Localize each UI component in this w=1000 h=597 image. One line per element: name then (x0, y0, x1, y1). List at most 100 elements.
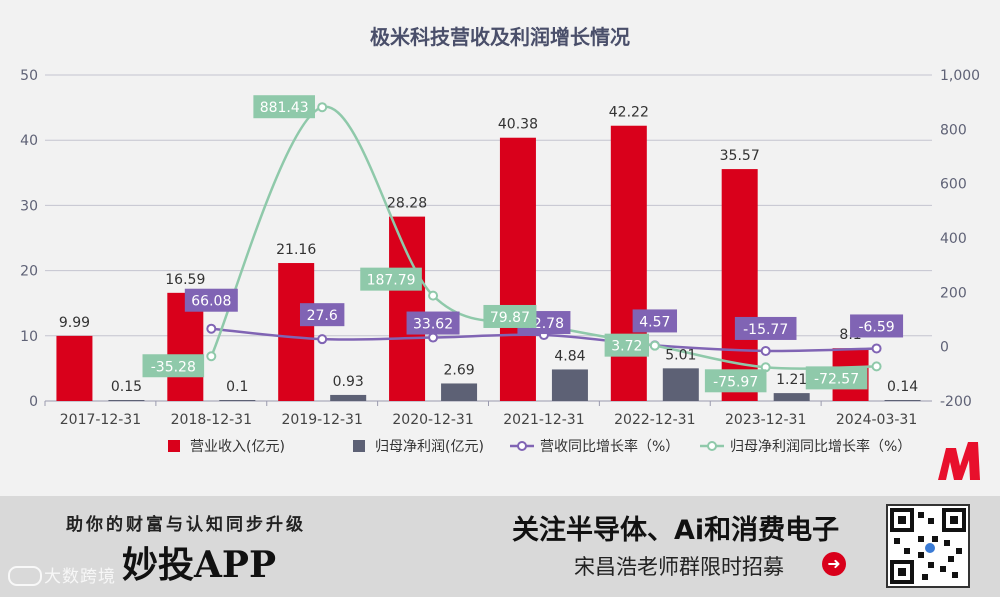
revenue-label: 42.22 (609, 105, 649, 121)
profit-growth-point (317, 102, 328, 113)
profit-label: 2.69 (443, 362, 474, 378)
revenue-label: 35.57 (720, 148, 760, 164)
revenue-growth-label-box (734, 316, 797, 340)
x-tick-label: 2020-12-31 (392, 412, 473, 428)
legend-swatch (168, 440, 180, 452)
revenue-growth-label: 33.62 (413, 317, 453, 333)
x-tick-label: 2017-12-31 (60, 412, 141, 428)
profit-growth-label: 881.43 (260, 100, 309, 116)
profit-bar (330, 394, 367, 401)
profit-bar (884, 400, 921, 401)
profit-bar (108, 400, 145, 401)
revenue-growth-point (871, 343, 882, 354)
revenue-growth-point (317, 334, 328, 345)
y-right-tick-label: -200 (940, 394, 972, 410)
revenue-growth-label-box (299, 303, 345, 327)
revenue-label: 9.99 (59, 315, 90, 331)
profit-bar (441, 383, 478, 401)
revenue-growth-label-box (406, 311, 460, 335)
profit-growth-label: 79.87 (490, 310, 530, 326)
y-left-tick-label: 10 (20, 329, 38, 345)
profit-label: 0.14 (887, 379, 918, 395)
profit-growth-point (206, 351, 217, 362)
arrow-right-icon[interactable]: ➜ (822, 552, 846, 576)
revenue-growth-point (206, 323, 217, 334)
x-tick-label: 2022-12-31 (614, 412, 695, 428)
revenue-growth-label: -15.77 (743, 322, 788, 338)
y-left-tick-label: 50 (20, 68, 38, 84)
profit-growth-label: 187.79 (367, 273, 416, 289)
x-tick-label: 2023-12-31 (725, 412, 806, 428)
revenue-label: 40.38 (498, 117, 538, 133)
profit-growth-label-box (483, 304, 537, 328)
profit-bar (662, 368, 699, 401)
profit-growth-point (428, 290, 439, 301)
y-right-tick-label: 600 (940, 177, 967, 193)
legend-marker (517, 441, 527, 451)
profit-bar (773, 393, 810, 401)
x-tick-label: 2021-12-31 (503, 412, 584, 428)
promo-subline: 宋昌浩老师群限时招募 (574, 555, 784, 579)
data-labels: 9.9916.5921.1628.2840.3842.2235.578.10.1… (59, 95, 918, 395)
revenue-bar (278, 263, 315, 401)
revenue-bar (389, 216, 426, 401)
profit-label: 4.84 (554, 348, 585, 364)
qr-code-icon[interactable] (886, 504, 970, 588)
chart-title: 极米科技营收及利润增长情况 (370, 25, 630, 49)
y-right-tick-label: 400 (940, 231, 967, 247)
profit-label: 0.15 (111, 379, 142, 395)
chart: 极米科技营收及利润增长情况 0 10 20 30 40 50 -200 0 200 400 600 8… (20, 25, 980, 455)
watermark-logo-icon (8, 566, 42, 586)
profit-growth-label-box (253, 95, 315, 119)
profit-growth-label-box (805, 366, 868, 390)
y-right-tick-label: 200 (940, 285, 967, 301)
profit-growth-label-box (142, 354, 205, 378)
revenue-label: 16.59 (165, 272, 205, 288)
legend-swatch (353, 440, 365, 452)
legend-marker (707, 441, 717, 451)
revenue-label: 21.16 (276, 242, 316, 258)
profit-growth-label-box (360, 267, 422, 291)
profit-growth-point (649, 340, 660, 351)
chart-area: 极米科技营收及利润增长情况 0 10 20 30 40 50 -200 0 200 400 600 8… (20, 25, 981, 455)
revenue-growth-label: 4.57 (639, 314, 670, 330)
profit-growth-label-box (604, 333, 650, 357)
legend-label: 营收同比增长率（%） (540, 438, 679, 455)
legend-label: 归母净利润(亿元) (375, 438, 484, 455)
revenue-growth-label-box (184, 288, 238, 312)
x-tick-label: 2018-12-31 (171, 412, 252, 428)
revenue-growth-point (428, 332, 439, 343)
revenue-growth-point (760, 345, 771, 356)
profit-label: 1.21 (776, 372, 807, 388)
profit-growth-label: -75.97 (713, 374, 758, 390)
profit-growth-label: -35.28 (151, 359, 196, 375)
y-left-tick-label: 20 (20, 264, 38, 280)
profit-growth-label: 3.72 (611, 339, 642, 355)
x-tick-label: 2024-03-31 (836, 412, 917, 428)
y-right-tick-label: 0 (940, 340, 949, 356)
promo-headline: 关注半导体、Ai和消费电子 (512, 515, 840, 546)
legend-label: 归母净利润同比增长率（%） (730, 438, 911, 455)
profit-bar (219, 400, 256, 401)
profit-growth-label-box (704, 369, 767, 393)
y-right-tick-label: 800 (940, 122, 967, 138)
brand-logo-icon (938, 442, 980, 480)
profit-growth-point (871, 361, 882, 372)
revenue-bar (56, 335, 93, 401)
revenue-bar (610, 125, 647, 402)
profit-label: 5.01 (665, 347, 696, 363)
axes: 0 10 20 30 40 50 -200 0 200 400 600 800 1,000 2017-12… (20, 68, 980, 428)
profit-growth-label: -72.57 (814, 371, 859, 387)
promo-banner[interactable]: 助你的财富与认知同步升级 妙投APP 关注半导体、Ai和消费电子 宋昌浩老师群限… (0, 496, 1000, 597)
x-tick-label: 2019-12-31 (282, 412, 363, 428)
y-left-tick-label: 0 (29, 394, 38, 410)
profit-bar (551, 369, 588, 401)
y-left-tick-label: 40 (20, 133, 38, 149)
promo-tagline: 助你的财富与认知同步升级 (66, 515, 306, 535)
legend: 营业收入(亿元) 归母净利润(亿元) 营收同比增长率（%） 归母净利润同比增长率（%） (168, 438, 911, 455)
profit-label: 0.1 (226, 379, 248, 395)
legend-label: 营业收入(亿元) (190, 439, 285, 455)
profit-label: 0.93 (333, 374, 364, 390)
y-right-tick-label: 1,000 (940, 68, 980, 84)
revenue-growth-label: 66.08 (191, 294, 231, 310)
